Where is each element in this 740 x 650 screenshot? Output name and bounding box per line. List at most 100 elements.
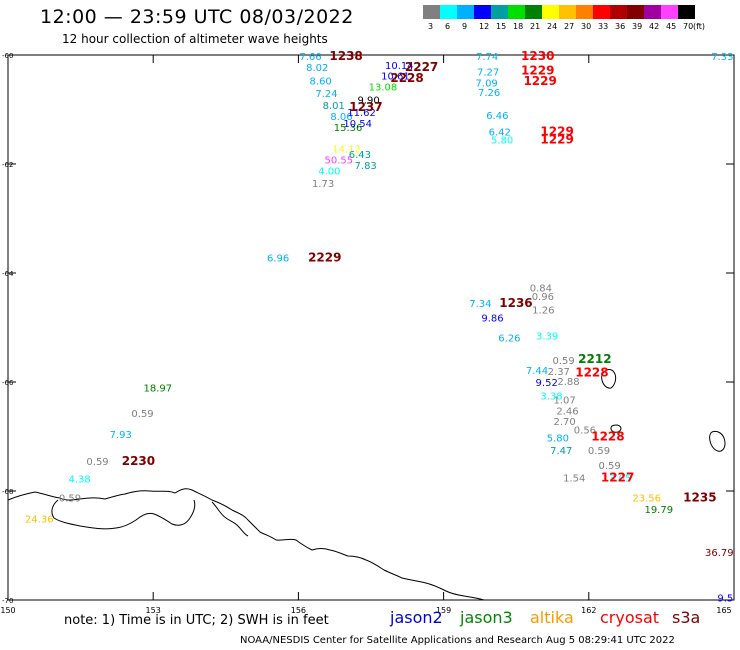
legend-label: 42 [649,22,660,31]
ice-tongue [51,499,196,530]
wave-height-label: 0.59 [59,494,81,505]
wave-height-label: 1.26 [532,306,554,317]
legend-swatch-10 [593,5,610,19]
legend-swatch-6 [525,5,542,19]
wave-height-label: 8.02 [306,63,328,74]
legend-label: 18 [513,22,524,31]
wave-height-label: 7.26 [478,88,500,99]
legend-label: 33 [598,22,609,31]
wave-height-label: 10.61 [381,72,410,83]
wave-height-label: 7.34 [469,299,491,310]
pass-time-label: 2229 [308,251,341,265]
legend-label: 70 [683,22,694,31]
lon-tick-label: 165 [716,606,731,615]
wave-height-label: 4.00 [318,167,340,178]
page-title: 12:00 — 23:59 UTC 08/03/2022 [40,6,354,28]
legend-swatch-9 [576,5,593,19]
wave-height-label: 7.83 [355,161,377,172]
wave-height-label: 15.36 [334,123,363,134]
wave-height-label: 0.59 [86,457,108,468]
wave-height-label: 7.74 [476,52,498,63]
lat-tick-label: -66 [2,379,14,387]
legend-swatch-14 [661,5,678,19]
legend-label: 6 [445,22,451,31]
wave-height-label: 4.38 [69,474,91,485]
pass-time-label: 1227 [601,470,634,484]
wave-height-label: 0.59 [131,409,153,420]
wave-height-label: 2.37 [548,367,570,378]
wave-height-label: 7.44 [526,366,548,377]
wave-height-label: 1.54 [563,473,585,484]
wave-height-label: 19.79 [644,505,673,516]
pass-time-label: 1229 [521,63,554,77]
lon-tick-label: 156 [291,606,306,615]
wave-height-label: 6.42 [489,127,511,138]
wave-height-label: 11.62 [347,108,376,119]
legend-label: 15 [496,22,507,31]
wave-height-label: 1.07 [553,395,575,406]
wave-height-label: 2.88 [557,377,579,388]
pass-time-label: 1236 [499,296,532,310]
wave-height-label: 8.60 [310,77,332,88]
wave-height-label: 10.14 [385,61,414,72]
lon-tick-label: 159 [436,606,451,615]
wave-height-label: 10.54 [343,119,372,130]
legend-label: 36 [615,22,626,31]
pass-time-label: 2230 [122,454,155,468]
wave-height-label: 9.90 [357,96,379,107]
wave-height-label: 7.24 [315,89,337,100]
pass-time-label: 1228 [575,366,608,380]
wave-height-label: 8.01 [323,101,345,112]
wave-height-label: 50.55 [325,156,354,167]
legend-label: 12 [479,22,490,31]
pass-time-label: 1228 [591,430,624,444]
legend-swatch-15 [678,5,695,19]
legend-swatch-12 [627,5,644,19]
pass-time-label: 2212 [578,352,611,366]
legend-label: 27 [564,22,575,31]
legend-swatch-2 [457,5,474,19]
legend-swatch-3 [474,5,491,19]
pass-time-label: 1229 [540,132,573,146]
map-frame [7,54,735,601]
legend-swatch-4 [491,5,508,19]
wave-height-label: 7.93 [110,430,132,441]
wave-height-label: 3.38 [540,392,562,403]
legend-label: 39 [632,22,643,31]
wave-height-label: 36.79 [705,548,734,559]
wave-height-label: 7.66 [299,52,321,63]
balleny-island-2 [610,424,622,433]
pass-time-label: 1237 [349,100,382,114]
wave-height-label: 3.39 [536,332,558,343]
legend-swatch-0 [423,5,440,19]
legend-unit: (ft) [693,22,706,31]
satellite-cryosat: cryosat [600,608,660,627]
wave-height-label: 8.06 [330,112,352,123]
wave-height-label: 14.12 [332,145,361,156]
wave-height-label: 2.46 [556,406,578,417]
color-legend [423,5,695,19]
legend-swatch-1 [440,5,457,19]
wave-height-label: 9.5 [717,593,733,604]
legend-label: 3 [428,22,434,31]
legend-swatch-8 [559,5,576,19]
coastline [7,488,485,601]
legend-swatch-5 [508,5,525,19]
pass-time-label: 1230 [521,49,554,63]
pass-time-label: 1235 [683,491,716,505]
wave-height-label: 5.80 [491,135,513,146]
wave-height-label: 7.09 [476,78,498,89]
legend-label: 24 [547,22,558,31]
wave-height-label: 7.33 [711,52,733,63]
wave-height-label: 24.36 [25,514,54,525]
pass-time-label: 1238 [329,49,362,63]
legend-swatch-13 [644,5,661,19]
wave-height-label: 6.43 [349,150,371,161]
balleny-island-3 [709,430,726,452]
wave-height-label: 9.86 [481,314,503,325]
wave-height-label: 0.59 [553,356,575,367]
satellite-jason2: jason2 [390,608,443,627]
wave-height-label: 6.46 [486,111,508,122]
